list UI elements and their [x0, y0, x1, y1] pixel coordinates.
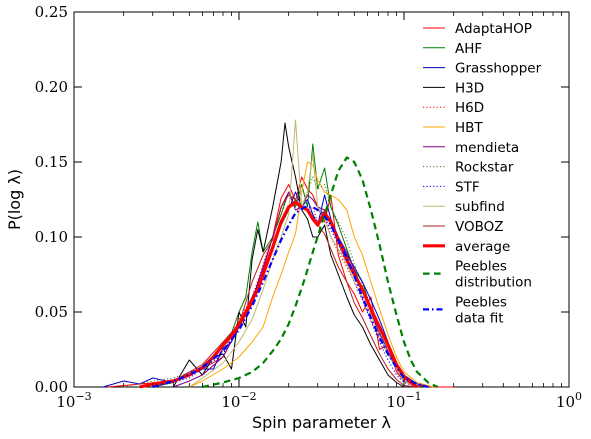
legend-label-h6d: H6D	[455, 100, 484, 116]
y-tick-label: 0.00	[35, 378, 68, 396]
y-tick-label: 0.10	[35, 228, 68, 246]
legend-label-rockstar: Rockstar	[455, 160, 514, 176]
series-line-average	[139, 200, 419, 389]
legend-label-adaptahop: AdaptaHOP	[455, 21, 532, 37]
plot-frame	[73, 11, 570, 388]
y-tick-label: 0.25	[35, 3, 68, 21]
series-line-voboz	[152, 194, 418, 388]
legend-label-peebles-data-fit: Peebles data fit	[455, 294, 507, 326]
legend-label-subfind: subfind	[455, 199, 505, 215]
x-tick-label: 10−2	[221, 390, 256, 411]
legend-label-ahf: AHF	[455, 41, 482, 57]
series-line-h3d	[172, 122, 405, 388]
series-line-hbt	[189, 161, 434, 388]
x-tick-label: 100	[556, 390, 582, 411]
x-tick-label: 10−3	[56, 390, 91, 411]
y-axis-label: P(log λ)	[5, 169, 24, 230]
series-line-peebles-data-fit	[152, 205, 429, 389]
series-line-grasshopper	[102, 191, 434, 388]
legend-label-average: average	[455, 239, 510, 255]
legend-label-grasshopper: Grasshopper	[455, 61, 542, 77]
series-line-h6d	[152, 191, 418, 388]
legend-label-hbt: HBT	[455, 120, 483, 136]
y-tick-label: 0.05	[35, 303, 68, 321]
legend-label-h3d: H3D	[455, 80, 484, 96]
series-line-peebles-distribution	[202, 156, 439, 389]
legend-label-voboz: VOBOZ	[455, 219, 504, 235]
x-axis-label: Spin parameter λ	[252, 413, 391, 432]
legend-label-mendieta: mendieta	[455, 140, 519, 156]
series-line-mendieta	[173, 191, 418, 388]
series-line-stf	[152, 203, 418, 388]
x-tick-label: 10−1	[386, 390, 421, 411]
ticks-layer: 10−3 10−2 10−1 100 0.00 0.05 0.10 0.15 0.20 0.25	[35, 3, 582, 411]
series-layer	[102, 119, 454, 389]
y-tick-label: 0.20	[35, 78, 68, 96]
legend-label-stf: STF	[455, 179, 480, 195]
series-line-rockstar	[123, 176, 418, 388]
legend-label-peebles-distribution: Peebles distribution	[455, 259, 532, 291]
series-line-subfind	[189, 119, 418, 388]
y-tick-label: 0.15	[35, 153, 68, 171]
legend: AdaptaHOP AHF Grasshopper H3D H6D HBT mendieta…	[423, 21, 542, 326]
